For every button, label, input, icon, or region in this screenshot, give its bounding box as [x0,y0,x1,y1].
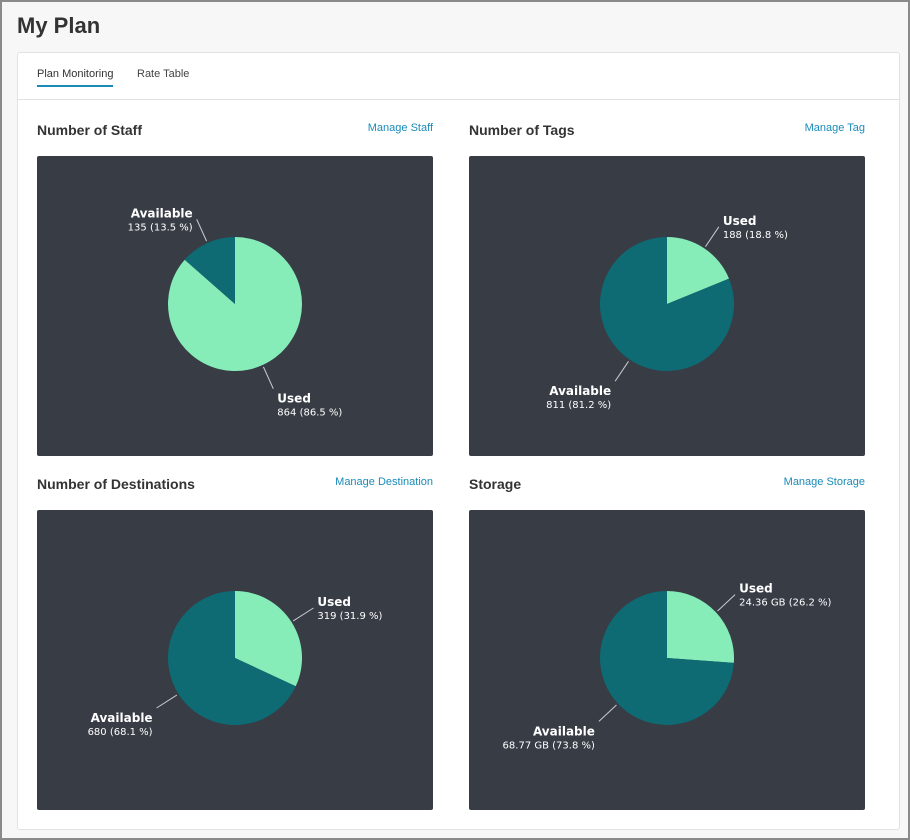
staff-panel-title: Number of Staff [37,122,142,138]
tags-slice-used[interactable] [667,237,730,304]
page-title: My Plan [17,13,101,38]
tab-plan-monitoring[interactable]: Plan Monitoring [37,68,114,87]
storage-slice-used[interactable] [667,591,734,663]
staff-label-used: Used [277,392,311,406]
manage-staff-link[interactable]: Manage Staff [367,122,433,134]
staff-value-used: 864 (86.5 %) [277,408,342,419]
staff-value-available: 135 (13.5 %) [128,222,193,233]
tags-chart: Used 188 (18.8 %) Available 811 (81.2 %) [469,156,865,456]
tags-value-used: 188 (18.8 %) [723,230,788,241]
tags-pie-chart: Used 188 (18.8 %) Available 811 (81.2 %) [546,214,788,411]
storage-leader-available [598,704,617,722]
destinations-label-used: Used [317,595,351,609]
tags-leader-used [705,226,720,247]
destinations-pie-chart: Used 319 (31.9 %) Available 680 (68.1 %) [88,591,383,738]
staff-pie-chart: Used 864 (86.5 %) Available 135 (13.5 %) [128,206,343,419]
staff-label-available: Available [131,206,193,220]
manage-storage-link[interactable]: Manage Storage [783,476,865,488]
tags-panel-title: Number of Tags [469,122,575,138]
destinations-leader-available [156,694,178,709]
staff-chart: Used 864 (86.5 %) Available 135 (13.5 %) [37,156,433,456]
staff-leader-available [196,219,208,242]
storage-chart: Used 24.36 GB (26.2 %) Available 68.77 GB (… [469,510,865,810]
staff-slice-used[interactable] [168,237,302,371]
tab-rate-table[interactable]: Rate Table [137,68,190,80]
staff-slice-available[interactable] [184,237,235,304]
destinations-label-available: Available [91,711,153,725]
storage-panel-title: Storage [469,476,522,492]
tags-value-available: 811 (81.2 %) [546,400,611,411]
tab-bar: Plan Monitoring Rate Table [18,53,899,100]
storage-slice-available[interactable] [600,591,734,725]
tags-slice-available[interactable] [600,237,734,371]
tags-label-available: Available [549,384,611,398]
manage-destination-link[interactable]: Manage Destination [335,476,433,488]
storage-leader-used [717,594,736,612]
destinations-leader-used [292,607,314,622]
storage-label-used: Used [739,582,773,596]
storage-value-available: 68.77 GB (73.8 %) [503,740,595,751]
tags-leader-available [614,361,629,382]
storage-label-available: Available [533,724,595,738]
destinations-value-used: 319 (31.9 %) [317,611,382,622]
destinations-panel-title: Number of Destinations [37,476,195,492]
destinations-slice-used[interactable] [235,591,303,687]
staff-leader-used [262,366,274,389]
destinations-chart: Used 319 (31.9 %) Available 680 (68.1 %) [37,510,433,810]
tags-label-used: Used [723,214,757,228]
plan-card: Plan Monitoring Rate Table Number of Sta… [17,52,900,830]
manage-tag-link[interactable]: Manage Tag [804,122,865,134]
storage-value-used: 24.36 GB (26.2 %) [739,598,831,609]
storage-pie-chart: Used 24.36 GB (26.2 %) Available 68.77 GB (… [503,582,832,752]
destinations-value-available: 680 (68.1 %) [88,727,153,738]
destinations-slice-available[interactable] [168,591,296,725]
